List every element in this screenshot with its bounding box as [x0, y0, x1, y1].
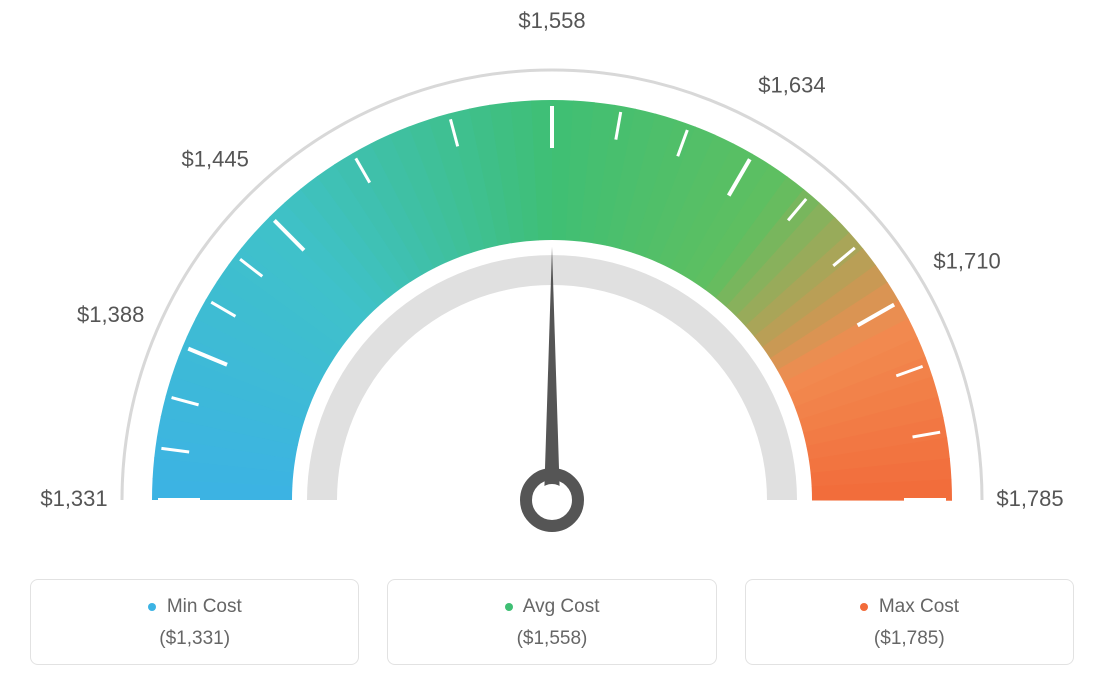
gauge-svg: $1,331 $1,388 $1,445 $1,558 $1,634 $1,710 $1,7… [0, 0, 1104, 560]
svg-text:$1,634: $1,634 [758, 72, 825, 97]
avg-dot-icon [505, 603, 513, 611]
avg-cost-label: Avg Cost [523, 596, 600, 617]
min-cost-title: Min Cost [41, 596, 348, 618]
min-cost-value: ($1,331) [41, 628, 348, 650]
svg-text:$1,445: $1,445 [182, 147, 249, 172]
max-cost-value: ($1,785) [756, 628, 1063, 650]
max-dot-icon [860, 603, 868, 611]
svg-text:$1,558: $1,558 [518, 8, 585, 33]
summary-cards: Min Cost ($1,331) Avg Cost ($1,558) Max … [30, 579, 1074, 665]
avg-cost-value: ($1,558) [398, 628, 705, 650]
min-cost-label: Min Cost [167, 596, 242, 617]
cost-gauge-widget: $1,331 $1,388 $1,445 $1,558 $1,634 $1,710 $1,7… [0, 0, 1104, 690]
max-cost-card: Max Cost ($1,785) [745, 579, 1074, 665]
svg-text:$1,388: $1,388 [77, 302, 144, 327]
gauge-chart: $1,331 $1,388 $1,445 $1,558 $1,634 $1,710 $1,7… [0, 0, 1104, 560]
min-cost-card: Min Cost ($1,331) [30, 579, 359, 665]
min-dot-icon [148, 603, 156, 611]
avg-cost-card: Avg Cost ($1,558) [387, 579, 716, 665]
svg-text:$1,710: $1,710 [933, 249, 1000, 274]
avg-cost-title: Avg Cost [398, 596, 705, 618]
svg-text:$1,785: $1,785 [996, 486, 1063, 511]
max-cost-label: Max Cost [879, 596, 959, 617]
svg-text:$1,331: $1,331 [40, 486, 107, 511]
max-cost-title: Max Cost [756, 596, 1063, 618]
